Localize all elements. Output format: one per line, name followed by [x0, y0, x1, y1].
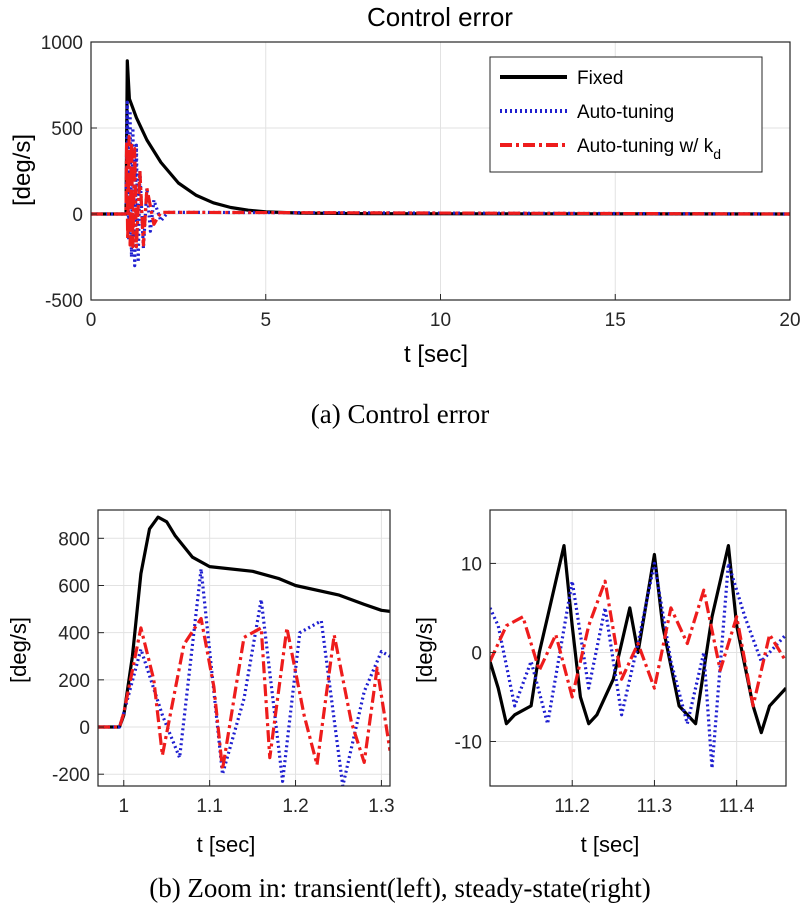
chart-b-xtick-label: 1: [118, 796, 129, 817]
chart-a-ytick-label: 0: [72, 205, 83, 226]
chart-c-series-fixed: [490, 543, 786, 735]
chart-c-series-auto-tuning-kd: [490, 579, 786, 708]
chart-b-ytick-label: -200: [52, 765, 90, 786]
chart-b-xtick-label: 1.2: [282, 796, 308, 817]
chart-a-ytick-label: -500: [45, 291, 83, 312]
chart-b-series-fixed: [98, 515, 390, 729]
chart-b-series-auto-tuning: [98, 567, 390, 786]
chart-b-ytick-label: 600: [58, 576, 90, 597]
legend-label-fixed: Fixed: [577, 68, 623, 89]
chart-c-ylabel: [deg/s]: [412, 617, 437, 683]
chart-a-series-auto-tuning-kd: [91, 135, 790, 249]
chart-b-xlabel: t [sec]: [197, 832, 256, 857]
chart-a-xtick-label: 15: [605, 310, 626, 331]
chart-b-ytick-label: 0: [79, 718, 90, 739]
chart-b-ytick-label: 400: [58, 624, 90, 645]
chart-a-xtick-label: 0: [86, 310, 97, 331]
chart-b-series-auto-tuning-kd: [98, 616, 390, 772]
chart-a-legend: Fixed Auto-tuning Auto-tuning w/ kd: [489, 56, 763, 173]
chart-a-xtick-label: 10: [430, 310, 451, 331]
chart-c: 11.2 11.3 11.4 -10 0 10 t [sec] [deg/s]: [412, 509, 787, 857]
caption-b: (b) Zoom in: transient(left), steady-sta…: [149, 873, 651, 903]
chart-b-ytick-label: 800: [58, 529, 90, 550]
chart-b-xtick-label: 1.1: [196, 796, 222, 817]
legend-label-auto-tuning: Auto-tuning: [577, 102, 674, 123]
chart-a-ylabel: [deg/s]: [9, 134, 36, 206]
chart-c-xlabel: t [sec]: [581, 832, 640, 857]
legend-label-auto-tuning-kd: Auto-tuning w/ kd: [577, 136, 721, 162]
chart-c-ytick-label: -10: [455, 732, 482, 753]
chart-a-xtick-label: 20: [779, 310, 800, 331]
chart-c-xtick-label: 11.4: [719, 796, 755, 817]
chart-a-ytick-label: 1000: [41, 33, 83, 54]
chart-c-ytick-label: 0: [471, 643, 482, 664]
chart-b-ytick-label: 200: [58, 671, 90, 692]
chart-b-ylabel: [deg/s]: [6, 617, 31, 683]
chart-c-ytick-label: 10: [461, 554, 482, 575]
chart-a-xlabel: t [sec]: [404, 341, 468, 368]
chart-c-xtick-label: 11.2: [554, 796, 590, 817]
chart-a-series-auto-tuning: [91, 100, 790, 268]
caption-a: (a) Control error: [311, 399, 489, 429]
chart-a-title: Control error: [367, 2, 513, 32]
chart-b-xtick-label: 1.3: [368, 796, 394, 817]
chart-b: 1 1.1 1.2 1.3 -200 0 200 400 600 800 t [sec] [deg…: [6, 509, 395, 857]
chart-a-xtick-label: 5: [260, 310, 271, 331]
chart-c-xtick-label: 11.3: [637, 796, 673, 817]
chart-a-ytick-label: 500: [51, 119, 83, 140]
